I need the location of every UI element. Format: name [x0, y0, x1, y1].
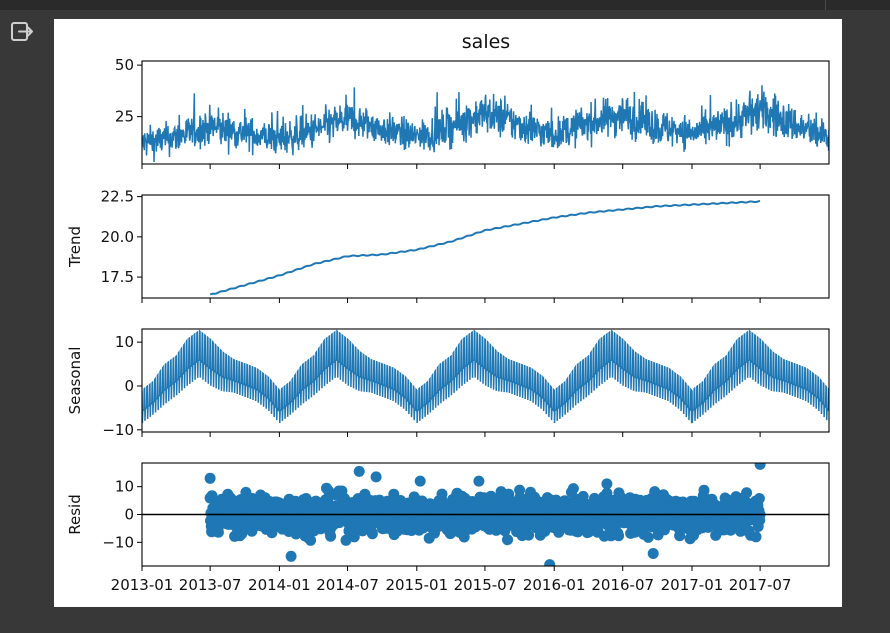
y-tick-label-trend: 20.0	[101, 228, 134, 246]
y-axis-label-resid: Resid	[66, 494, 84, 534]
x-tick-label: 2016-01	[523, 576, 586, 594]
resid-point	[741, 487, 753, 499]
x-tick-label: 2017-01	[661, 576, 724, 594]
resid-point	[601, 478, 613, 490]
y-tick-label-trend: 22.5	[101, 188, 134, 206]
resid-point	[544, 559, 556, 566]
plot-area-resid	[204, 463, 766, 566]
resid-point	[473, 475, 485, 487]
axes-frame-seasonal	[141, 328, 830, 433]
resid-point	[502, 534, 513, 546]
resid-point	[567, 483, 579, 495]
y-tick-label-observed: 50	[115, 56, 134, 74]
y-tick-label-observed: 25	[115, 108, 134, 126]
output-collapse-icon[interactable]	[10, 20, 36, 44]
resid-point	[436, 488, 448, 500]
resid-point	[204, 472, 216, 484]
notebook-top-bar	[0, 0, 890, 10]
panel-resid: −10 0 10 Resid	[66, 462, 830, 571]
y-axis-label-trend: Trend	[66, 226, 84, 268]
resid-point	[750, 531, 762, 543]
x-tick-label: 2017-07	[729, 576, 792, 594]
figure-canvas: sales 25 50 17.5 20.0 22.5 Trend −10 0 10 Seasona…	[54, 19, 842, 607]
x-tick-label: 2016-07	[591, 576, 654, 594]
resid-point	[523, 529, 535, 541]
y-tick-label-resid: −10	[102, 533, 134, 551]
resid-point	[340, 534, 352, 546]
resid-point	[647, 548, 659, 559]
x-tick-label: 2014-07	[316, 576, 379, 594]
resid-point	[414, 475, 426, 487]
x-tick-label: 2015-01	[385, 576, 448, 594]
resid-point	[305, 534, 317, 546]
decomposition-figure: sales 25 50 17.5 20.0 22.5 Trend −10 0 10 Seasona…	[66, 31, 830, 594]
panel-trend: 17.5 20.0 22.5 Trend	[66, 188, 830, 303]
panel-observed: 25 50	[115, 56, 830, 169]
resid-point	[266, 527, 278, 539]
resid-point	[613, 530, 625, 542]
axes-frame-trend	[141, 194, 830, 299]
resid-point	[366, 528, 378, 540]
series-line-seasonal	[142, 329, 829, 424]
series-line-trend	[209, 200, 761, 296]
resid-point	[458, 531, 470, 543]
y-tick-label-seasonal: 0	[124, 377, 134, 395]
axes-frame-observed	[141, 60, 830, 165]
resid-point	[601, 487, 613, 499]
resid-point	[753, 493, 765, 504]
y-tick-label-resid: 0	[124, 506, 134, 524]
panel-seasonal: −10 0 10 Seasonal	[66, 328, 830, 439]
chart-title: sales	[462, 31, 510, 53]
resid-point	[325, 530, 337, 542]
x-tick-label: 2013-01	[111, 576, 174, 594]
series-line-sales	[142, 85, 829, 162]
y-tick-label-seasonal: 10	[115, 333, 134, 351]
y-tick-label-trend: 17.5	[101, 268, 134, 286]
resid-point	[353, 465, 365, 477]
x-tick-label: 2013-07	[179, 576, 242, 594]
plot-area-observed	[142, 85, 829, 162]
resid-point	[642, 531, 654, 543]
toolbar-divider	[825, 0, 826, 10]
x-tick-label: 2014-01	[248, 576, 311, 594]
resid-point	[370, 471, 382, 483]
resid-point	[285, 550, 297, 562]
y-tick-label-seasonal: −10	[102, 421, 134, 439]
resid-point	[212, 526, 224, 538]
resid-point	[754, 463, 766, 470]
x-tick-label: 2015-07	[454, 576, 517, 594]
y-tick-label-resid: 10	[115, 478, 134, 496]
y-axis-label-seasonal: Seasonal	[66, 347, 84, 415]
plot-area-seasonal	[142, 329, 829, 424]
plot-area-trend	[209, 200, 761, 296]
